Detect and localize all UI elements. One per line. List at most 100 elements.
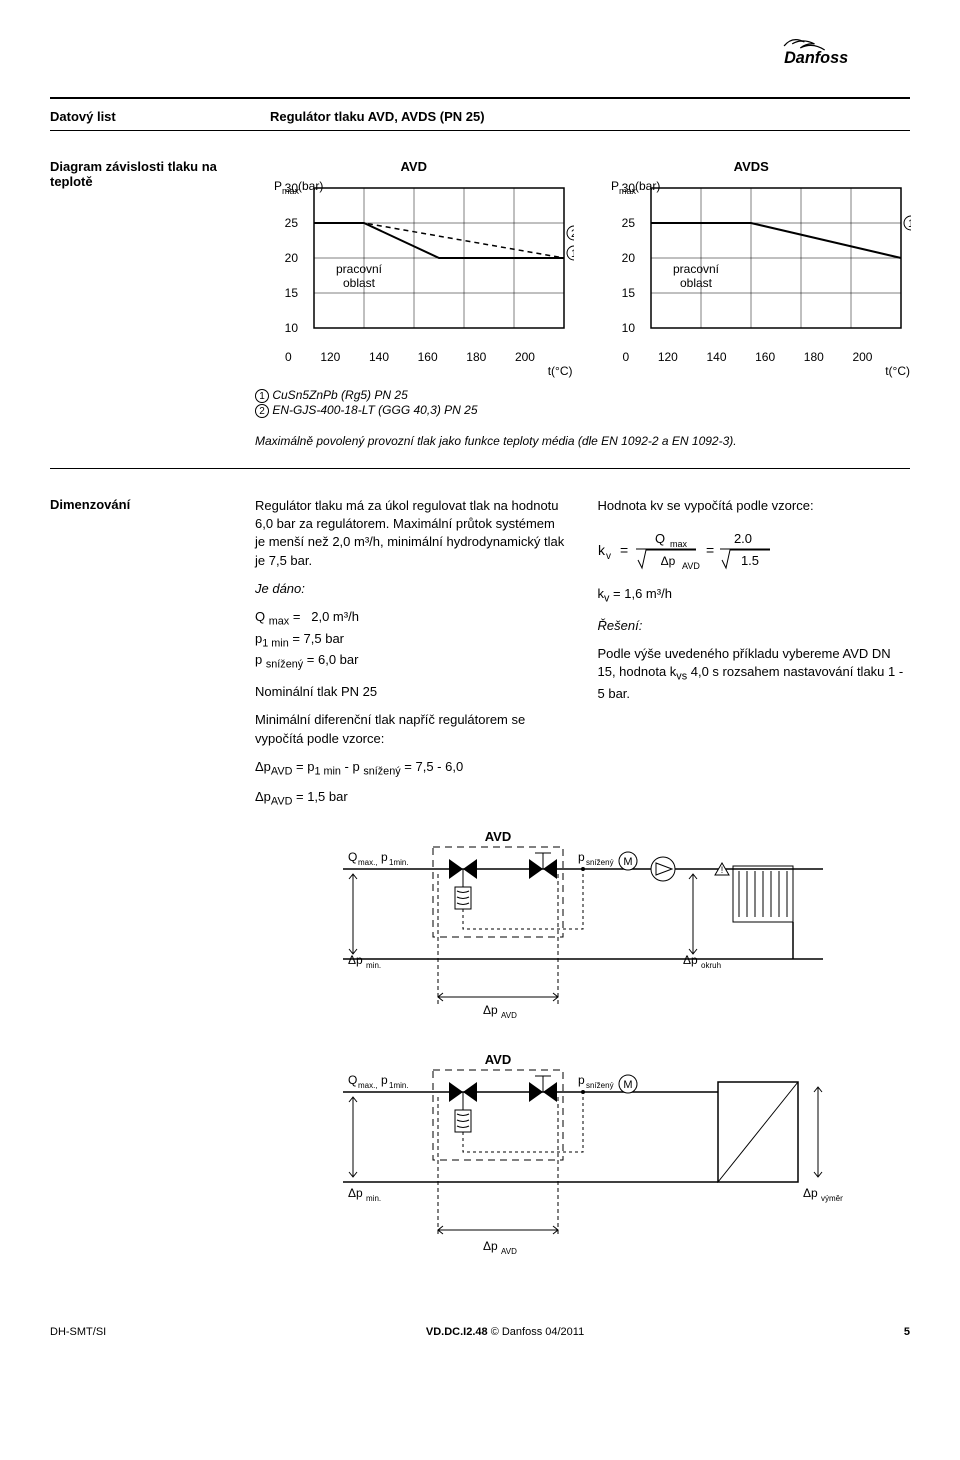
dim-r-p2: kv = 1,6 m³/h <box>598 585 911 607</box>
footer-left: DH-SMT/SI <box>50 1326 106 1338</box>
svg-text:Δp: Δp <box>483 1003 498 1017</box>
chart-avd-xunit: t(°C) <box>255 364 573 378</box>
svg-text:AVD: AVD <box>682 561 700 571</box>
svg-text:25: 25 <box>622 216 636 230</box>
svg-text:1min.: 1min. <box>389 858 409 867</box>
dim-p1: Regulátor tlaku má za úkol regulovat tla… <box>255 497 568 570</box>
dim-left: Regulátor tlaku má za úkol regulovat tla… <box>255 497 568 809</box>
svg-text:!: ! <box>720 865 723 875</box>
dim-p3: Minimální diferenční tlak napříč regulát… <box>255 711 568 747</box>
svg-text:min.: min. <box>366 961 381 970</box>
dim-given2: p1 min = 7,5 bar <box>255 630 568 652</box>
svg-text:1.5: 1.5 <box>740 553 758 568</box>
svg-text:k: k <box>598 542 606 558</box>
section2-label: Dimenzování <box>50 497 230 1285</box>
chart-avds: AVDS Pmax(bar) 30 25 20 15 10 <box>593 159 911 378</box>
svg-text:Δp: Δp <box>348 1186 363 1200</box>
chart-legend: 1 CuSn5ZnPb (Rg5) PN 25 2 EN-GJS-400-18-… <box>255 388 910 418</box>
svg-text:M: M <box>623 1079 632 1091</box>
section1-caption: Maximálně povolený provozní tlak jako fu… <box>255 434 910 448</box>
legend1-text: CuSn5ZnPb (Rg5) PN 25 <box>272 388 407 402</box>
svg-text:10: 10 <box>284 321 298 335</box>
svg-text:AVD: AVD <box>484 829 510 844</box>
chart-avds-xticks: 0120140160180200 <box>623 350 873 364</box>
svg-text:pracovní: pracovní <box>336 262 383 276</box>
svg-text:Danfoss: Danfoss <box>784 49 848 67</box>
svg-text:(bar): (bar) <box>298 179 323 193</box>
svg-text:v: v <box>606 551 611 562</box>
svg-text:1min.: 1min. <box>389 1081 409 1090</box>
kv-formula: kv = Qmax Δp AVD = 2.0 1.5 <box>598 525 911 575</box>
svg-text:Δp: Δp <box>348 953 363 967</box>
dim-r-p1: Hodnota kv se vypočítá podle vzorce: <box>598 497 911 515</box>
svg-text:snížený: snížený <box>586 858 614 867</box>
footer-right: © Danfoss 04/2011 <box>491 1326 585 1338</box>
svg-text:oblast: oblast <box>343 276 376 290</box>
svg-text:max: max <box>670 539 688 549</box>
footer-page: 5 <box>904 1326 910 1338</box>
svg-text:snížený: snížený <box>586 1081 614 1090</box>
chart-avd-title: AVD <box>255 159 573 174</box>
svg-text:P: P <box>274 179 282 193</box>
rule-top <box>50 97 910 99</box>
svg-text:1: 1 <box>908 218 911 230</box>
dim-given-h: Je dáno: <box>255 580 568 598</box>
svg-text:1: 1 <box>571 248 574 260</box>
svg-text:25: 25 <box>284 216 298 230</box>
chart-avd: AVD Pmax(bar) 30 25 20 15 10 <box>255 159 573 378</box>
svg-text:Δp: Δp <box>660 554 675 568</box>
svg-text:AVD: AVD <box>484 1052 510 1067</box>
schematic-exchanger: AVD Qmax., p1min. <box>323 1052 843 1265</box>
svg-text:pracovní: pracovní <box>673 262 720 276</box>
svg-text:M: M <box>623 856 632 868</box>
legend2-text: EN-GJS-400-18-LT (GGG 40,3) PN 25 <box>272 403 477 417</box>
svg-text:2.0: 2.0 <box>733 531 751 546</box>
dim-right: Hodnota kv se vypočítá podle vzorce: kv … <box>598 497 911 809</box>
svg-text:p: p <box>578 1073 585 1087</box>
rule-mid <box>50 468 910 469</box>
doc-type-label: Datový list <box>50 109 230 124</box>
svg-text:Δp: Δp <box>483 1239 498 1253</box>
dim-sol: Podle výše uvedeného příkladu vybereme A… <box>598 645 911 703</box>
dim-given3: p snížený = 6,0 bar <box>255 651 568 673</box>
page-title: Regulátor tlaku AVD, AVDS (PN 25) <box>270 109 485 124</box>
legend1-sym: 1 <box>255 389 269 403</box>
svg-text:20: 20 <box>284 251 298 265</box>
dim-eq1: ΔpAVD = p1 min - p snížený = 7,5 - 6,0 <box>255 758 568 780</box>
svg-text:15: 15 <box>284 286 298 300</box>
svg-text:min.: min. <box>366 1194 381 1203</box>
svg-text:10: 10 <box>622 321 636 335</box>
svg-text:Q: Q <box>348 850 357 864</box>
svg-text:max.,: max., <box>358 1081 378 1090</box>
svg-text:okruh: okruh <box>701 961 721 970</box>
brand-logo: Danfoss <box>50 30 910 73</box>
svg-text:Q: Q <box>654 531 664 546</box>
svg-text:max.,: max., <box>358 858 378 867</box>
svg-text:=: = <box>706 542 714 558</box>
dim-sol-h: Řešení: <box>598 617 911 635</box>
chart-avds-xunit: t(°C) <box>593 364 911 378</box>
rule-under-title <box>50 130 910 131</box>
svg-text:Q: Q <box>348 1073 357 1087</box>
page-footer: DH-SMT/SI VD.DC.I2.48 © Danfoss 04/2011 … <box>50 1325 910 1338</box>
svg-text:30: 30 <box>622 181 636 195</box>
svg-text:(bar): (bar) <box>635 179 660 193</box>
svg-text:P: P <box>611 179 619 193</box>
schematic-radiator: AVD Qmax., p1min. <box>323 829 843 1032</box>
svg-text:výměník: výměník <box>821 1194 843 1203</box>
legend2-sym: 2 <box>255 404 269 418</box>
svg-text:p: p <box>381 1073 388 1087</box>
svg-text:Δp: Δp <box>683 953 698 967</box>
dim-p2: Nominální tlak PN 25 <box>255 683 568 701</box>
svg-text:=: = <box>620 542 628 558</box>
chart-avds-title: AVDS <box>593 159 911 174</box>
chart-avd-xticks: 0120140160180200 <box>285 350 535 364</box>
svg-text:30: 30 <box>284 181 298 195</box>
svg-text:AVD: AVD <box>501 1011 517 1020</box>
svg-text:2: 2 <box>571 228 574 240</box>
svg-text:AVD: AVD <box>501 1247 517 1256</box>
svg-text:p: p <box>381 850 388 864</box>
svg-text:Δp: Δp <box>803 1186 818 1200</box>
dim-given1: Q max = 2,0 m³/h <box>255 608 568 630</box>
footer-mid: VD.DC.I2.48 <box>426 1326 488 1338</box>
